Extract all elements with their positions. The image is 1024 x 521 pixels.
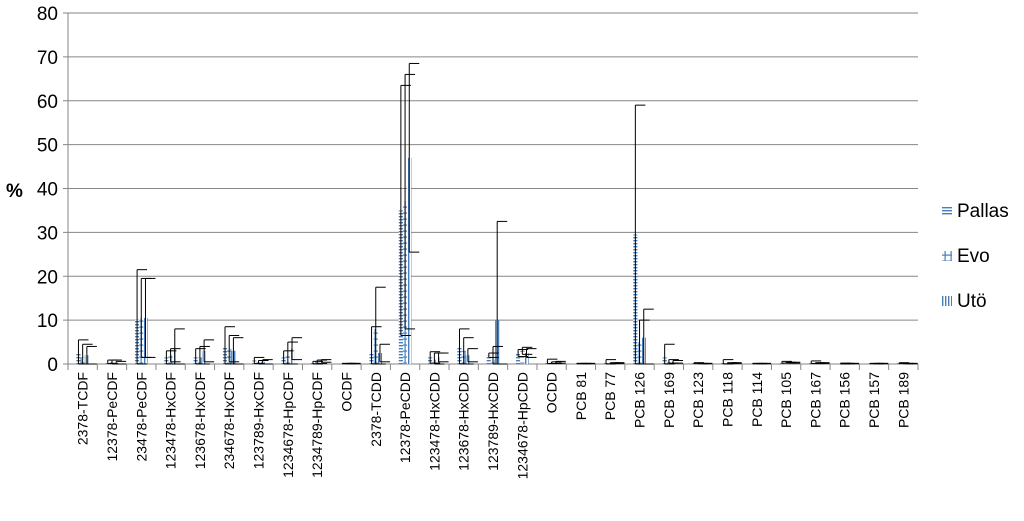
- x-tick-label: 234678-HxCDF: [221, 372, 237, 469]
- bar-horizontal: [516, 353, 521, 364]
- x-tick-label: PCB 81: [573, 372, 589, 420]
- x-tick-label: PCB 167: [807, 372, 823, 428]
- x-tick-label: 123678-HxCDD: [456, 372, 472, 471]
- y-tick-label: 50: [37, 136, 58, 157]
- y-tick-label: 60: [37, 92, 58, 113]
- x-tick-label: 2378-TCDD: [368, 372, 384, 447]
- legend-swatch: [942, 251, 952, 261]
- x-tick-label: PCB 114: [749, 372, 765, 427]
- bar-vertical: [524, 353, 529, 364]
- y-axis-label: %: [6, 181, 23, 202]
- x-tick-label: PCB 77: [602, 372, 618, 420]
- bar-plus: [520, 350, 525, 364]
- error-bars: [77, 62, 918, 365]
- x-tick-label: PCB 118: [719, 372, 735, 427]
- bar-vertical: [407, 157, 412, 364]
- x-tick-label: 12378-PeCDF: [104, 372, 120, 462]
- x-tick-labels: 2378-TCDF 12378-PeCDF 23478-PeCDF 123478-Hx…: [75, 372, 912, 480]
- x-tick-label: 123478-HxCDF: [163, 372, 179, 469]
- x-tick-label: OCDF: [338, 372, 354, 412]
- y-tick-label: 80: [37, 4, 58, 25]
- y-tick-label: 10: [37, 311, 58, 332]
- x-tick-label: PCB 123: [690, 372, 706, 428]
- x-tick-label: PCB 169: [661, 372, 677, 428]
- x-tick-label: 2378-TCDF: [75, 372, 91, 445]
- x-tick-label: 123678-HxCDF: [192, 372, 208, 469]
- legend-swatch: [942, 206, 952, 216]
- legend-label: Utö: [957, 291, 987, 312]
- gridlines: [68, 12, 918, 321]
- y-tick-label: 70: [37, 48, 58, 69]
- axes: [63, 12, 919, 370]
- x-tick-label: OCDD: [544, 372, 560, 413]
- x-tick-label: 123478-HxCDD: [426, 372, 442, 471]
- y-tick-label: 0: [47, 355, 58, 376]
- x-tick-label: 23478-PeCDF: [133, 372, 149, 462]
- x-tick-label: PCB 157: [866, 372, 882, 428]
- y-tick-label: 20: [37, 267, 58, 288]
- y-tick-labels: 0 10 20 30 40 50 60 70 80: [37, 4, 58, 376]
- legend-swatch: [942, 296, 952, 306]
- x-tick-label: PCB 126: [632, 372, 648, 428]
- x-tick-label: PCB 156: [837, 372, 853, 428]
- y-tick-label: 30: [37, 223, 58, 244]
- legend-label: Evo: [957, 246, 990, 267]
- bar-horizontal: [486, 355, 491, 364]
- x-tick-label: 12378-PeCDD: [397, 372, 413, 463]
- legend-label: Pallas: [957, 201, 1009, 222]
- x-tick-label: 123789-HxCDD: [485, 372, 501, 471]
- x-tick-label: 123789-HxCDF: [251, 372, 267, 469]
- x-tick-label: 1234678-HpCDD: [514, 372, 530, 479]
- x-tick-label: PCB 189: [895, 372, 911, 428]
- legend: Pallas Evo Utö: [942, 201, 1009, 312]
- x-tick-label: PCB 105: [778, 372, 794, 428]
- y-tick-label: 40: [37, 180, 58, 201]
- x-tick-label: 1234789-HpCDF: [309, 372, 325, 478]
- x-tick-label: 1234678-HpCDF: [280, 372, 296, 478]
